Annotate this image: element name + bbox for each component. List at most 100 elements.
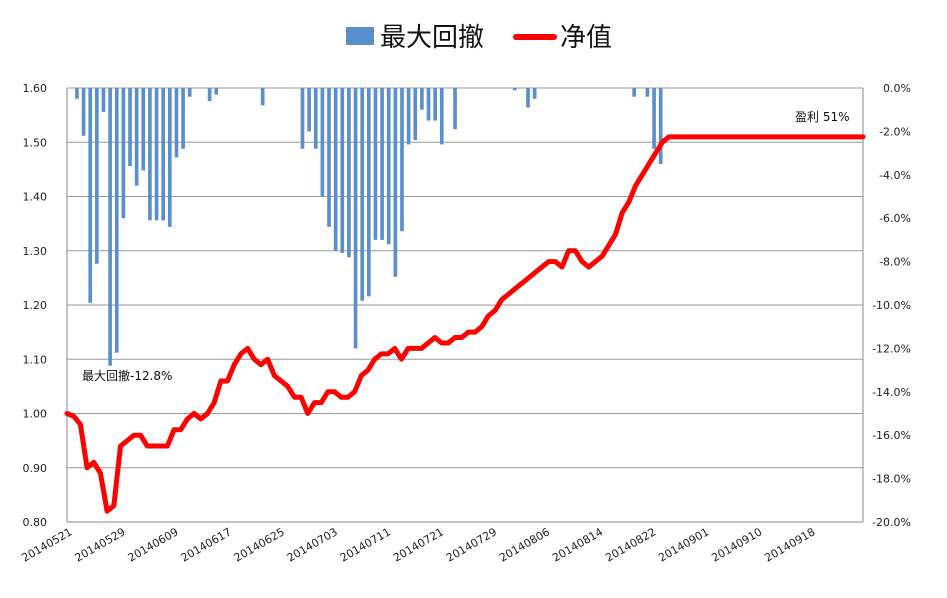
x-tick-label: 20140901	[656, 525, 711, 564]
drawdown-bar-11	[141, 88, 146, 171]
drawdown-bar-1	[75, 88, 79, 99]
legend-label-drawdown: 最大回撤	[380, 23, 484, 53]
drawdown-bar-4	[95, 88, 99, 264]
drawdown-bar-21	[207, 88, 212, 102]
right-tick-label: -16.0%	[872, 429, 911, 442]
drawdown-bar-41	[340, 88, 345, 253]
right-tick-label: -8.0%	[879, 256, 911, 269]
drawdown-bar-17	[181, 88, 185, 149]
drawdown-bar-8	[121, 88, 126, 219]
drawdown-bar-89	[658, 88, 663, 164]
drawdown-bar-39	[327, 88, 331, 227]
x-tick-label: 20140625	[232, 525, 287, 564]
gridlines	[67, 87, 863, 523]
drawdown-bar-36	[307, 88, 311, 132]
drawdown-bar-67	[512, 88, 517, 91]
drawdown-bar-37	[313, 88, 318, 149]
drawdown-bar-43	[353, 88, 358, 349]
drawdown-bar-12	[148, 88, 152, 221]
drawdown-bar-48	[386, 88, 391, 245]
drawdown-bar-55	[433, 88, 437, 121]
drawdown-bar-6	[108, 88, 112, 366]
drawdown-bar-18	[187, 88, 192, 97]
drawdown-bar-10	[134, 88, 139, 186]
left-tick-label: 0.90	[23, 462, 48, 475]
drawdown-bar-87	[645, 88, 650, 97]
drawdown-bar-3	[88, 88, 93, 303]
annotations: 最大回撤-12.8% 盈利 51%	[82, 110, 850, 383]
drawdown-bar-5	[101, 88, 106, 112]
right-tick-label: -20.0%	[872, 516, 911, 529]
x-tick-label: 20140529	[73, 525, 128, 564]
x-tick-label: 20140806	[497, 525, 552, 564]
drawdown-bar-9	[128, 88, 132, 167]
left-tick-label: 1.50	[23, 136, 48, 149]
drawdown-bar-35	[300, 88, 305, 149]
left-tick-label: 0.80	[23, 516, 48, 529]
drawdown-bar-40	[333, 88, 338, 251]
annotation-profit: 盈利 51%	[795, 110, 850, 124]
left-tick-label: 1.60	[23, 82, 48, 95]
drawdown-bar-22	[214, 88, 219, 95]
drawdown-bar-13	[154, 88, 159, 221]
drawdown-bar-44	[360, 88, 365, 301]
drawdown-bar-54	[426, 88, 431, 121]
x-tick-label: 20140910	[709, 525, 764, 564]
drawdown-bar-88	[652, 88, 656, 149]
x-tick-label: 20140703	[285, 525, 340, 564]
drawdown-bar-45	[366, 88, 371, 297]
annotation-max-drawdown: 最大回撤-12.8%	[82, 368, 172, 383]
drawdown-bar-50	[400, 88, 404, 232]
left-tick-label: 1.30	[23, 245, 48, 258]
x-tick-label: 20140822	[603, 525, 658, 564]
nav-line	[64, 134, 866, 514]
legend-swatch-drawdown	[346, 27, 374, 45]
drawdown-bar-16	[174, 88, 179, 158]
nav-line-layer	[64, 134, 866, 514]
drawdown-bar-38	[320, 88, 325, 197]
legend: 最大回撤 净值	[346, 23, 612, 53]
x-tick-label: 20140609	[126, 525, 181, 564]
drawdown-bar-42	[347, 88, 351, 258]
x-tick-label: 20140617	[179, 525, 234, 564]
x-tick-label: 20140521	[20, 525, 75, 564]
drawdown-bar-52	[413, 88, 418, 141]
drawdown-bars	[75, 88, 663, 366]
right-tick-label: -2.0%	[879, 125, 911, 138]
drawdown-bar-53	[420, 88, 424, 110]
legend-label-nav: 净值	[560, 23, 612, 53]
left-tick-label: 1.40	[23, 191, 48, 204]
left-tick-label: 1.20	[23, 299, 48, 312]
right-tick-label: -4.0%	[879, 169, 911, 182]
drawdown-bar-49	[393, 88, 398, 277]
x-tick-label: 20140721	[391, 525, 446, 564]
drawdown-bar-56	[439, 88, 444, 145]
drawdown-bar-70	[532, 88, 537, 99]
drawdown-bar-58	[453, 88, 457, 130]
drawdown-bar-69	[526, 88, 530, 108]
right-tick-label: 0.0%	[883, 82, 911, 95]
left-tick-label: 1.10	[23, 353, 48, 366]
drawdown-bar-14	[161, 88, 166, 221]
drawdown-bar-51	[406, 88, 411, 145]
drawdown-bar-46	[373, 88, 378, 240]
axes	[66, 88, 864, 523]
right-tick-label: -12.0%	[872, 342, 911, 355]
drawdown-bar-15	[167, 88, 172, 227]
x-tick-label: 20140729	[444, 525, 499, 564]
drawdown-bar-2	[81, 88, 86, 136]
drawdown-bar-47	[380, 88, 384, 240]
drawdown-bar-29	[260, 88, 265, 106]
right-tick-label: -10.0%	[872, 299, 911, 312]
x-tick-label: 20140814	[550, 525, 605, 564]
tick-labels: 0.80 0.90 1.00 1.10 1.20 1.30 1.40 1.50 1.60 -20.…	[20, 82, 911, 565]
left-tick-label: 1.00	[23, 408, 48, 421]
right-tick-label: -6.0%	[879, 212, 911, 225]
x-tick-label: 20140918	[762, 525, 817, 564]
drawdown-bar-7	[114, 88, 119, 353]
right-tick-label: -18.0%	[872, 473, 911, 486]
drawdown-bar-85	[632, 88, 636, 97]
x-tick-label: 20140711	[338, 525, 393, 564]
